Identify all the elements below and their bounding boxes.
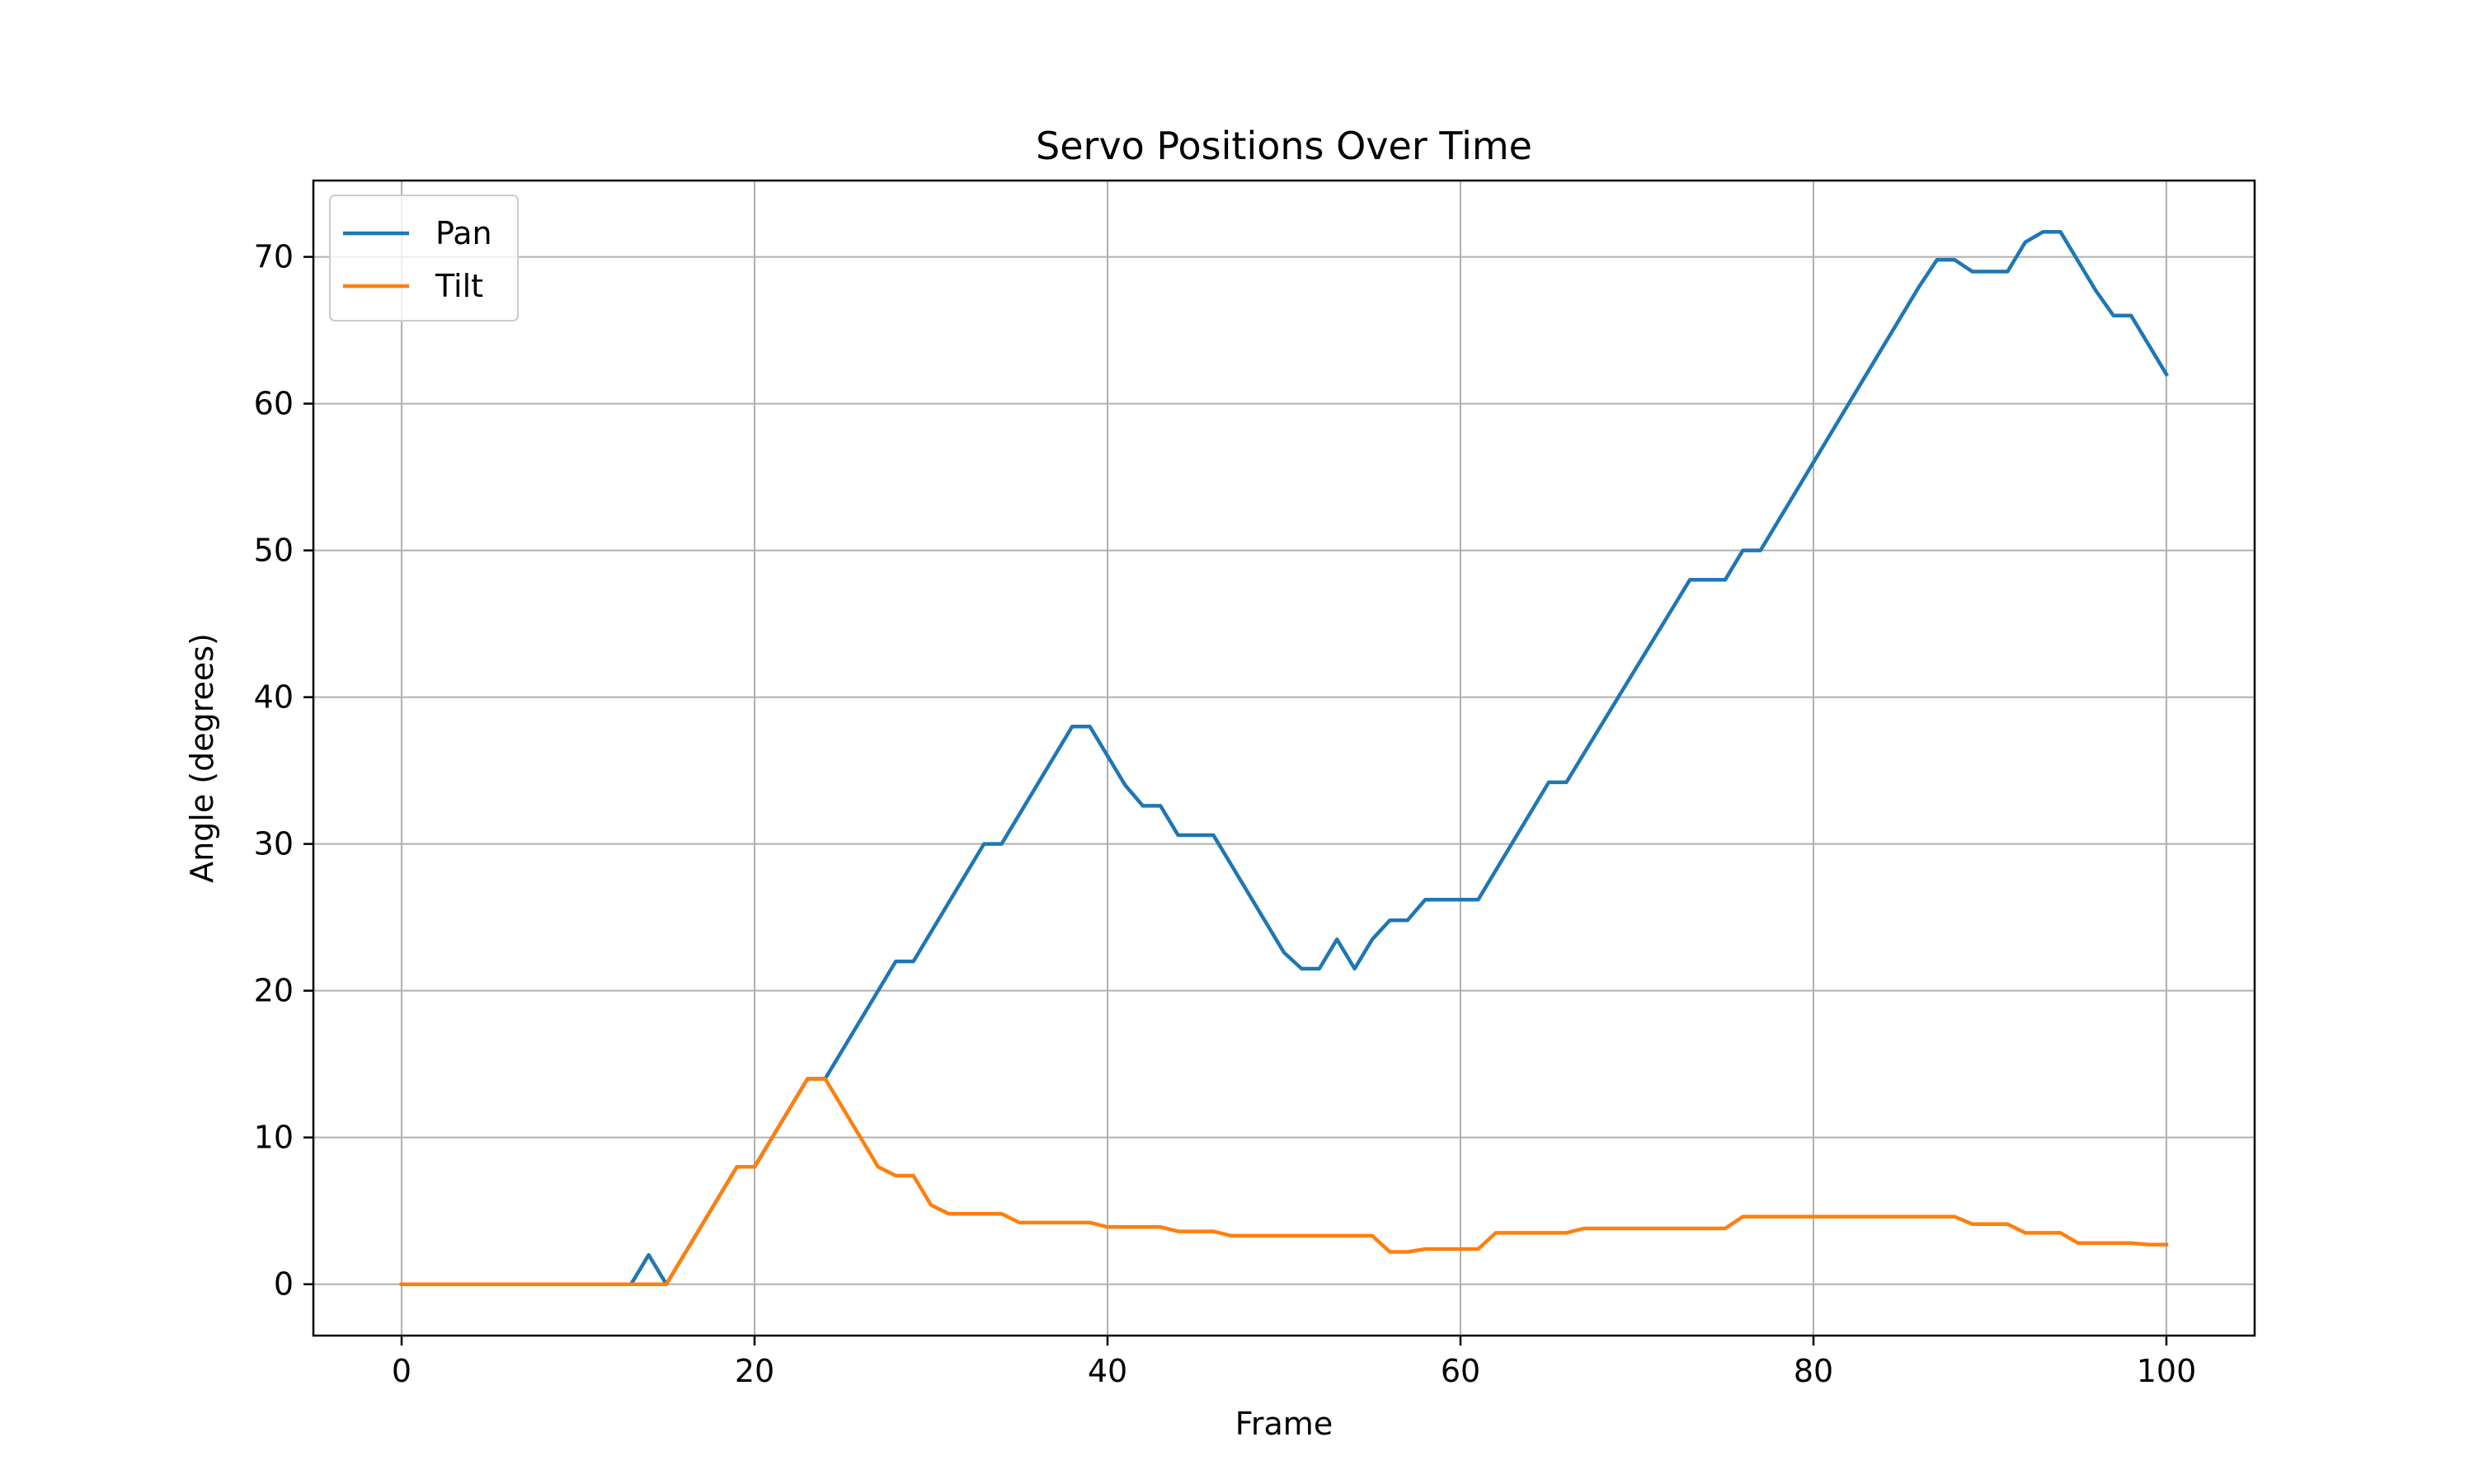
y-tick-label: 50 <box>254 533 294 569</box>
y-tick-label: 70 <box>254 239 294 275</box>
y-tick-label: 30 <box>254 826 294 862</box>
x-tick-label: 40 <box>1088 1353 1127 1389</box>
x-tick-label: 100 <box>2137 1353 2197 1389</box>
x-tick-label: 0 <box>392 1353 412 1389</box>
chart-title: Servo Positions Over Time <box>1036 124 1532 168</box>
x-tick-label: 20 <box>735 1353 774 1389</box>
legend-entries: Pan Tilt <box>343 215 492 304</box>
series-line-pan <box>399 230 2170 1286</box>
series-line-tilt <box>399 1077 2169 1286</box>
y-tick-label: 60 <box>254 386 294 422</box>
legend-label-pan: Pan <box>435 215 492 251</box>
y-tick-label: 10 <box>254 1120 294 1156</box>
x-axis-label: Frame <box>1235 1406 1333 1442</box>
y-tick-label: 0 <box>274 1266 294 1303</box>
x-tick-label: 60 <box>1441 1353 1480 1389</box>
y-axis-label: Angle (degrees) <box>184 633 220 883</box>
series-lines <box>399 230 2170 1286</box>
legend-frame <box>329 195 519 322</box>
x-tick-label: 80 <box>1794 1353 1833 1389</box>
y-tick-label: 20 <box>254 973 294 1009</box>
legend-label-tilt: Tilt <box>435 268 483 304</box>
axis-ticks: 0 20 40 60 80 100 0 10 20 30 40 50 60 70 <box>254 239 2197 1389</box>
plot-area-frame <box>312 179 2256 1337</box>
legend: Pan Tilt <box>329 195 519 322</box>
y-tick-label: 40 <box>254 679 294 716</box>
